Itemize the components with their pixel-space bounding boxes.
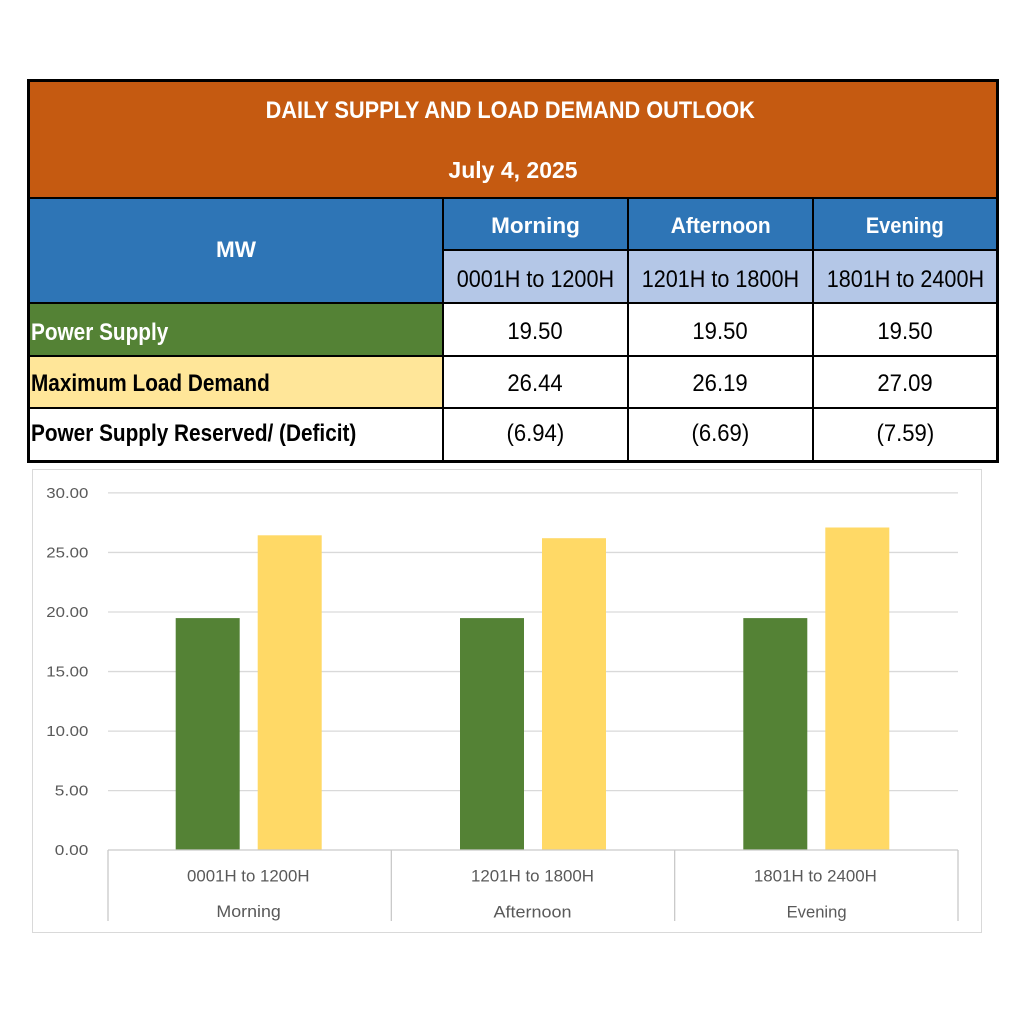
svg-text:5.00: 5.00	[55, 783, 89, 800]
svg-text:Morning: Morning	[216, 902, 280, 921]
svg-text:10.00: 10.00	[46, 723, 88, 740]
svg-text:30.00: 30.00	[46, 485, 88, 502]
svg-text:Afternoon: Afternoon	[494, 903, 572, 922]
svg-text:1801H to 2400H: 1801H to 2400H	[754, 866, 877, 885]
svg-text:Evening: Evening	[787, 903, 847, 922]
svg-text:20.00: 20.00	[46, 604, 88, 621]
svg-text:0.00: 0.00	[55, 842, 89, 859]
svg-text:1201H to 1800H: 1201H to 1800H	[471, 866, 594, 885]
svg-text:0001H to 1200H: 0001H to 1200H	[187, 866, 310, 885]
svg-text:25.00: 25.00	[46, 544, 88, 561]
svg-text:15.00: 15.00	[46, 664, 88, 681]
